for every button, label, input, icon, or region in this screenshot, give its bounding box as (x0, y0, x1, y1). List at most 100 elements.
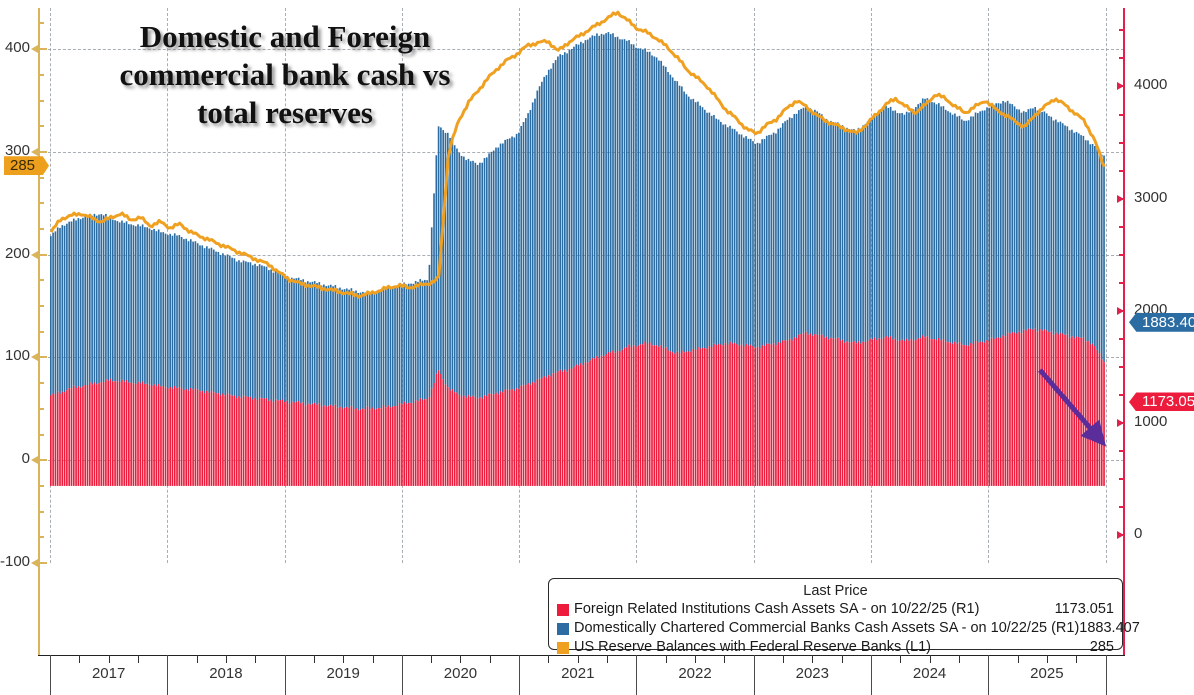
x-axis-quarter-tick (343, 655, 345, 663)
x-axis-label: 2023 (795, 665, 829, 682)
x-axis-quarter-tick (929, 655, 931, 663)
gridline-vertical (870, 8, 872, 563)
left-axis-tick-arrow (31, 45, 38, 54)
right-axis-label: 4000 (1134, 76, 1168, 94)
right-axis-label: 3000 (1134, 188, 1168, 206)
x-axis-quarter-tick (665, 655, 667, 663)
legend[interactable]: Last Price Foreign Related Institutions … (548, 578, 1140, 655)
x-axis-quarter-tick (372, 655, 374, 663)
left-axis-minor-tick (38, 305, 44, 308)
gridline-vertical (1105, 8, 1107, 563)
left-axis-minor-tick (38, 407, 44, 410)
plot-area (38, 8, 1124, 563)
left-axis-minor-tick (38, 202, 44, 205)
reserves-line (49, 10, 1106, 299)
legend-item[interactable]: Foreign Related Institutions Cash Assets… (557, 600, 1114, 619)
x-axis-quarter-tick (841, 655, 843, 663)
legend-rows: Foreign Related Institutions Cash Assets… (557, 600, 1140, 657)
right-axis-minor-tick (1119, 253, 1125, 256)
left-axis-tick-arrow (31, 559, 38, 567)
gridline-vertical (636, 8, 638, 563)
stacked-bars (50, 32, 1105, 486)
left-axis-minor-tick (38, 22, 44, 25)
right-axis-label: 1000 (1134, 412, 1168, 430)
left-axis-minor-tick (38, 99, 44, 102)
x-axis-quarter-tick (695, 655, 697, 663)
legend-color-swatch (557, 622, 569, 635)
x-axis-year-tick (1105, 655, 1107, 695)
legend-color-swatch (557, 603, 569, 616)
x-axis-label: 2018 (209, 665, 243, 682)
x-axis-quarter-tick (108, 655, 110, 663)
legend-header: Last Price (803, 583, 868, 599)
right-axis-minor-tick (1119, 449, 1125, 452)
right-axis-tick-arrow (1117, 82, 1124, 91)
legend-item[interactable]: US Reserve Balances with Federal Reserve… (557, 638, 1114, 657)
left-axis-label: 0 (21, 450, 30, 468)
chart-title-line-2: total reserves (197, 94, 373, 130)
left-axis-tick (38, 48, 47, 51)
x-axis-quarter-tick (489, 655, 491, 663)
x-axis-year-tick (988, 655, 990, 695)
x-axis-quarter-tick (1076, 655, 1078, 663)
left-axis-minor-tick (38, 510, 44, 513)
right-axis-minor-tick (1119, 113, 1125, 116)
right-axis-tick-arrow (1117, 306, 1124, 315)
right-axis-minor-tick (1119, 337, 1125, 340)
x-axis-quarter-tick (79, 655, 81, 663)
chart-title: Domestic and Foreign commercial bank cash… (95, 18, 475, 131)
left-axis-minor-tick (38, 536, 44, 539)
left-axis-minor-tick (38, 484, 44, 487)
left-axis-label: -100 (0, 553, 31, 570)
right-axis-tick-arrow (1117, 530, 1124, 539)
x-axis-quarter-tick (196, 655, 198, 663)
bottom-axis-line (38, 655, 1125, 656)
x-axis-year-tick (519, 655, 521, 695)
legend-series-label: Domestically Chartered Commercial Banks … (574, 620, 1080, 637)
left-axis-label: 300 (4, 141, 30, 159)
left-axis-tick (38, 150, 47, 153)
x-axis-quarter-tick (460, 655, 462, 663)
x-axis-quarter-tick (577, 655, 579, 663)
x-axis-quarter-tick (900, 655, 902, 663)
left-axis-tick-arrow (31, 353, 38, 362)
left-axis-tick (38, 253, 47, 256)
x-axis-year-tick (636, 655, 638, 695)
x-axis-year-tick (401, 655, 403, 695)
x-axis-quarter-tick (812, 655, 814, 663)
right-axis-minor-tick (1119, 477, 1125, 480)
legend-item[interactable]: Domestically Chartered Commercial Banks … (557, 619, 1140, 638)
left-axis-tick-arrow (31, 147, 38, 156)
x-axis-quarter-tick (313, 655, 315, 663)
x-axis-quarter-tick (782, 655, 784, 663)
left-axis-tick (38, 459, 47, 462)
right-axis-line (1123, 8, 1125, 655)
annotation-arrow (1038, 368, 1107, 447)
chart-title-line-0: Domestic and Foreign (139, 19, 431, 54)
left-axis-minor-tick (38, 176, 44, 179)
left-axis-value-badge: 285 (4, 156, 50, 176)
left-axis-label: 200 (4, 244, 30, 262)
x-axis-year-tick (753, 655, 755, 695)
left-axis-minor-tick (38, 227, 44, 230)
left-axis-tick (38, 356, 47, 359)
gridline-vertical (753, 8, 755, 563)
x-axis-year-tick (167, 655, 169, 695)
x-axis-quarter-tick (1046, 655, 1048, 663)
x-axis-quarter-tick (255, 655, 257, 663)
x-axis-label: 2017 (91, 665, 126, 682)
legend-last-price: 1883.407 (1079, 620, 1140, 637)
series-layer (49, 10, 1106, 486)
x-axis-label: 2019 (326, 665, 360, 682)
foreign-value-badge: 1173.051 (1129, 392, 1194, 412)
x-axis-label: 2022 (678, 665, 712, 682)
right-axis-minor-tick (1119, 169, 1125, 172)
x-axis-label: 2020 (443, 665, 478, 682)
right-axis-minor-tick (1119, 29, 1125, 32)
x-axis-quarter-tick (137, 655, 139, 663)
domestic-value-badge: 1883.407 (1129, 312, 1194, 332)
left-axis-tick (38, 562, 47, 564)
left-axis-label: 400 (4, 39, 30, 57)
right-axis-tick-arrow (1117, 194, 1124, 203)
